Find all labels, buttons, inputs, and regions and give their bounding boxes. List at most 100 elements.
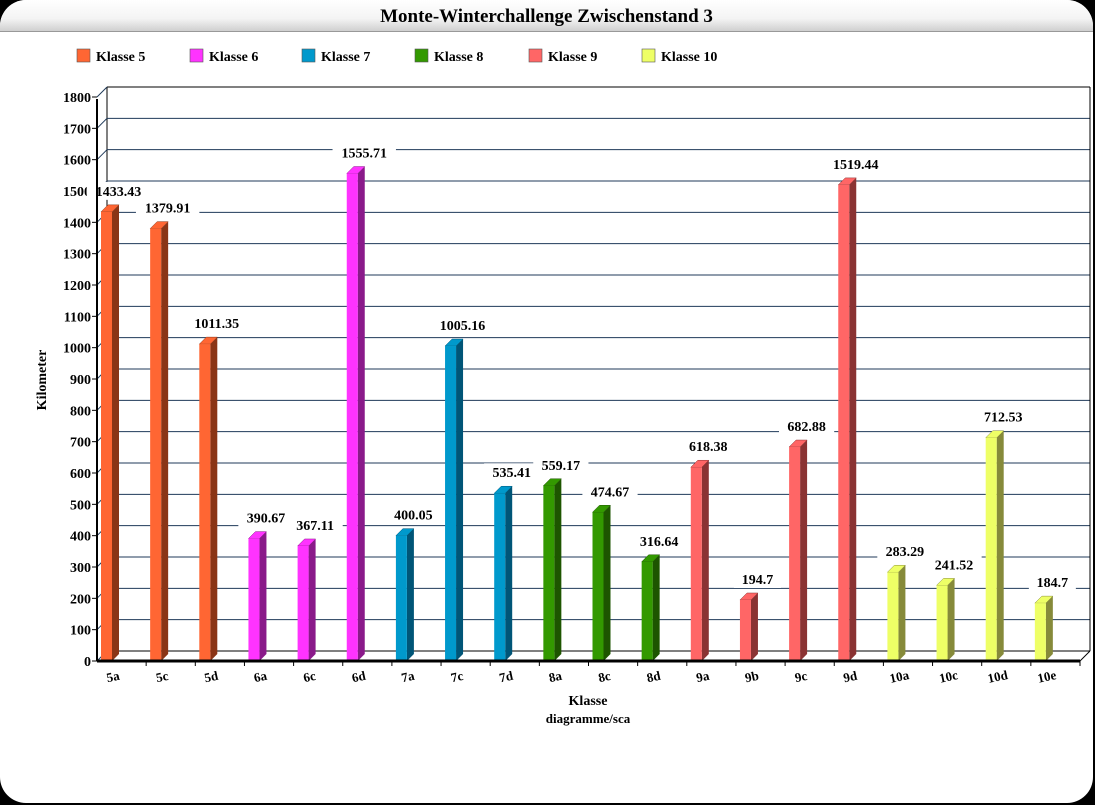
data-label: 1433.43	[96, 185, 142, 200]
data-label: 283.29	[886, 545, 925, 560]
bar-8d	[641, 561, 653, 661]
x-tick-label: 7d	[498, 668, 515, 686]
data-label: 316.64	[640, 535, 679, 550]
bar-side-9b	[750, 592, 758, 661]
chart-title: Monte-Winterchallenge Zwischenstand 3	[380, 6, 713, 27]
bar-side-5c	[161, 221, 169, 661]
data-label: 367.11	[296, 519, 334, 534]
y-tick-label: 1600	[63, 154, 91, 169]
bar-side-10a	[898, 565, 906, 661]
data-label-bg	[135, 198, 200, 217]
y-tick-label: 1400	[63, 216, 91, 231]
x-axis-label: Klasse	[569, 694, 608, 709]
data-label: 559.17	[542, 459, 581, 474]
data-label: 400.05	[394, 509, 433, 524]
data-label: 1005.16	[440, 319, 486, 334]
bar-9d	[838, 184, 850, 661]
data-label: 618.38	[689, 440, 728, 455]
data-label-bg	[484, 463, 540, 482]
bar-9b	[739, 599, 751, 661]
legend-swatch-7	[301, 48, 316, 63]
bar-10e	[1034, 603, 1046, 661]
bar-7d	[494, 493, 506, 661]
bar-5c	[150, 228, 162, 661]
bar-side-8c	[603, 505, 611, 661]
y-tick-label: 1700	[63, 122, 91, 137]
bar-side-5d	[210, 337, 218, 661]
bar-side-9a	[701, 460, 709, 661]
bar-side-7d	[505, 486, 513, 661]
grid-diagonal	[96, 86, 108, 98]
x-tick-label: 6a	[252, 668, 268, 685]
data-label-bg	[287, 515, 343, 534]
x-tick-label: 5a	[105, 668, 121, 685]
x-tick-label: 6c	[302, 668, 317, 685]
bar-8c	[592, 512, 604, 661]
legend-swatch-6	[189, 48, 204, 63]
x-tick-label: 9b	[744, 668, 761, 686]
data-label-bg	[733, 569, 781, 588]
bar-side-10d	[996, 430, 1004, 661]
bar-side-5a	[112, 204, 119, 662]
legend-swatch-5	[76, 48, 91, 63]
bar-side-6c	[308, 538, 316, 661]
legend-swatch-10	[641, 48, 656, 63]
data-label-bg	[975, 407, 1031, 426]
y-tick-label: 100	[70, 624, 91, 639]
data-label-bg	[631, 531, 687, 550]
data-label-bg	[385, 505, 441, 524]
bar-5d	[199, 344, 211, 661]
floor-right-edge	[1079, 650, 1091, 662]
bar-side-10c	[947, 578, 955, 661]
data-label-bg	[185, 314, 249, 333]
data-label: 1555.71	[342, 147, 388, 162]
legend-swatch-8	[414, 48, 429, 63]
legend-label: Klasse 10	[661, 50, 717, 65]
legend-label: Klasse 5	[96, 50, 145, 65]
y-tick-label: 1000	[63, 342, 91, 357]
bar-8a	[543, 485, 555, 661]
grid-diagonal	[96, 117, 108, 129]
data-label-bg	[533, 455, 589, 474]
data-label: 474.67	[591, 485, 630, 500]
data-label-bg	[824, 154, 888, 173]
x-tick-label: 9c	[793, 668, 808, 685]
data-label-bg	[926, 555, 982, 574]
bar-side-9d	[849, 177, 857, 661]
data-label: 1379.91	[145, 202, 191, 217]
data-label-bg	[877, 542, 933, 561]
data-label-bg	[680, 437, 736, 456]
bar-7c	[445, 346, 457, 661]
data-label: 712.53	[984, 411, 1023, 426]
x-tick-label: 8a	[547, 668, 563, 685]
x-tick-label: 8d	[645, 668, 662, 686]
x-tick-label: 7a	[400, 668, 416, 685]
data-label-bg	[1028, 573, 1076, 592]
y-tick-label: 1800	[63, 91, 91, 106]
bar-9c	[789, 447, 801, 661]
x-tick-label: 6d	[350, 668, 367, 686]
bar-side-10e	[1045, 596, 1053, 661]
y-tick-label: 200	[70, 592, 91, 607]
y-tick-label: 1500	[63, 185, 91, 200]
x-axis-sublabel: diagramme/sca	[546, 711, 631, 726]
x-tick-label: 10c	[938, 667, 960, 686]
bar-side-7a	[406, 528, 414, 661]
bar-6a	[248, 538, 260, 661]
data-label: 241.52	[935, 558, 974, 573]
x-tick-label: 9a	[695, 668, 711, 685]
data-label-bg	[779, 417, 835, 436]
y-tick-label: 1200	[63, 279, 91, 294]
y-tick-label: 700	[70, 436, 91, 451]
legend-label: Klasse 8	[434, 50, 483, 65]
data-label-bg	[430, 316, 495, 335]
y-tick-label: 400	[70, 530, 91, 545]
data-label: 184.7	[1037, 576, 1069, 591]
y-tick-label: 500	[70, 498, 91, 513]
y-tick-label: 800	[70, 404, 91, 419]
data-label-bg	[86, 181, 151, 200]
data-label: 390.67	[247, 512, 286, 527]
bar-6c	[297, 545, 309, 661]
